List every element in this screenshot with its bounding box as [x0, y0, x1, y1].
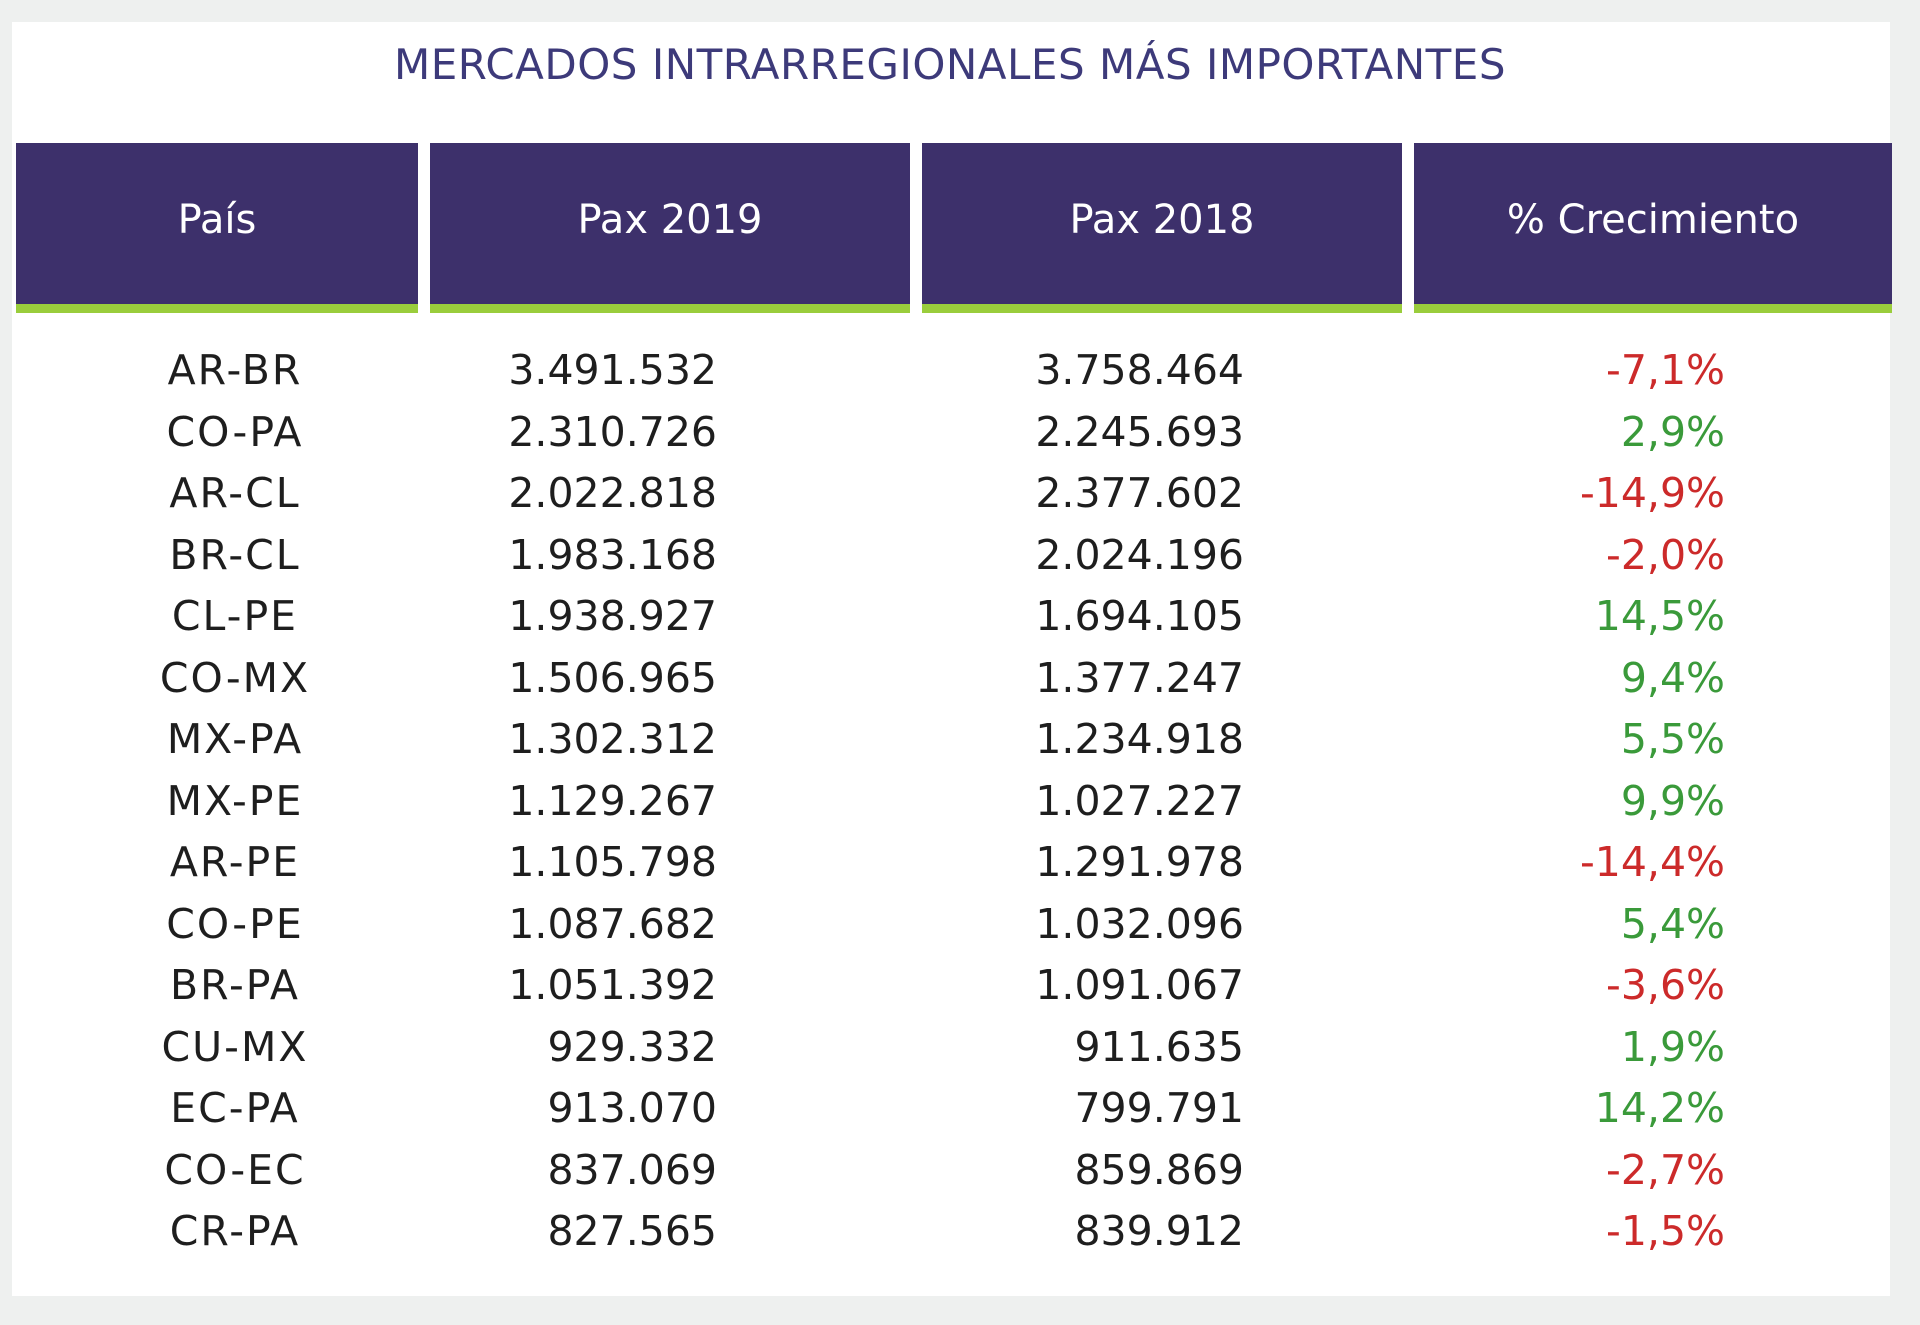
table-row: EC-PA 913.070 799.791 14,2% [0, 1078, 1900, 1139]
table-title: MERCADOS INTRARREGIONALES MÁS IMPORTANTE… [393, 40, 1506, 89]
table-row: MX-PA 1.302.312 1.234.918 5,5% [0, 709, 1900, 770]
cell-pais: CO-MX [159, 653, 311, 702]
table-row: AR-PE 1.105.798 1.291.978 -14,4% [0, 832, 1900, 893]
cell-pais: CO-PE [166, 899, 304, 948]
cell-pais: CU-MX [161, 1022, 309, 1071]
cell-pax-2019: 2.022.818 [508, 469, 717, 517]
cell-pax-2019: 1.302.312 [508, 715, 717, 763]
cell-pax-2018: 2.245.693 [1035, 407, 1244, 456]
cell-pax-2018: 1.291.978 [1035, 838, 1244, 886]
cell-pax-2019: 929.332 [547, 1022, 717, 1071]
cell-pax-2019: 913.070 [547, 1084, 717, 1132]
cell-pax-2019: 1.938.927 [508, 592, 717, 640]
cell-pais: CR-PA [169, 1207, 301, 1255]
cell-pax-2019: 1.105.798 [508, 838, 717, 886]
cell-pais: CO-PA [166, 407, 304, 456]
cell-pax-2018: 839.912 [1074, 1207, 1244, 1255]
cell-pax-2019: 1.051.392 [508, 961, 717, 1009]
cell-pax-2018: 1.032.096 [1035, 899, 1244, 948]
cell-pax-2019: 3.491.532 [508, 346, 717, 394]
header-crecimiento: % Crecimiento [1414, 143, 1892, 313]
header-pais: País [16, 143, 418, 313]
cell-pais: MX-PA [166, 715, 304, 763]
cell-pax-2019: 837.069 [547, 1145, 717, 1194]
header-pax-2018: Pax 2018 [922, 143, 1402, 313]
table-row: BR-PA 1.051.392 1.091.067 -3,6% [0, 955, 1900, 1016]
cell-pax-2019: 1.087.682 [508, 899, 717, 948]
cell-pax-2018: 859.869 [1074, 1145, 1244, 1194]
table-row: AR-BR 3.491.532 3.758.464 -7,1% [0, 340, 1900, 401]
cell-pax-2019: 2.310.726 [508, 407, 717, 456]
cell-crecimiento: -14,9% [1579, 469, 1725, 517]
cell-pax-2018: 1.027.227 [1035, 776, 1244, 825]
cell-pax-2018: 2.377.602 [1035, 469, 1244, 517]
cell-crecimiento: 2,9% [1620, 407, 1725, 456]
cell-crecimiento: 9,9% [1620, 776, 1725, 825]
table-row: AR-CL 2.022.818 2.377.602 -14,9% [0, 463, 1900, 524]
cell-pais: CL-PE [171, 592, 299, 640]
cell-crecimiento: -3,6% [1606, 961, 1725, 1009]
cell-crecimiento: 1,9% [1620, 1022, 1725, 1071]
table-row: CR-PA 827.565 839.912 -1,5% [0, 1201, 1900, 1262]
cell-pais: AR-CL [169, 469, 301, 517]
cell-crecimiento: 5,4% [1620, 899, 1725, 948]
cell-crecimiento: -14,4% [1579, 838, 1725, 886]
cell-pais: AR-PE [169, 838, 301, 886]
cell-pax-2018: 1.694.105 [1035, 592, 1244, 640]
table-row: CO-PA 2.310.726 2.245.693 2,9% [0, 402, 1900, 463]
cell-crecimiento: -2,0% [1606, 530, 1725, 579]
cell-crecimiento: 14,2% [1594, 1084, 1725, 1132]
cell-crecimiento: 14,5% [1594, 592, 1725, 640]
cell-crecimiento: -1,5% [1606, 1207, 1725, 1255]
table-row: CO-MX 1.506.965 1.377.247 9,4% [0, 648, 1900, 709]
cell-pax-2019: 1.129.267 [508, 776, 717, 825]
table-row: CL-PE 1.938.927 1.694.105 14,5% [0, 586, 1900, 647]
table-row: CU-MX 929.332 911.635 1,9% [0, 1017, 1900, 1078]
cell-pax-2018: 2.024.196 [1035, 530, 1244, 579]
cell-pais: EC-PA [170, 1084, 300, 1132]
cell-crecimiento: -7,1% [1606, 346, 1725, 394]
table-row: CO-PE 1.087.682 1.032.096 5,4% [0, 894, 1900, 955]
cell-crecimiento: 9,4% [1620, 653, 1725, 702]
table-row: BR-CL 1.983.168 2.024.196 -2,0% [0, 525, 1900, 586]
cell-crecimiento: -2,7% [1606, 1145, 1725, 1194]
cell-pax-2019: 827.565 [547, 1207, 717, 1255]
cell-pax-2018: 799.791 [1074, 1084, 1244, 1132]
cell-pais: CO-EC [164, 1145, 306, 1194]
cell-pax-2018: 1.377.247 [1035, 653, 1244, 702]
cell-pais: MX-PE [166, 776, 304, 825]
cell-crecimiento: 5,5% [1620, 715, 1725, 763]
cell-pax-2018: 1.234.918 [1035, 715, 1244, 763]
cell-pax-2018: 1.091.067 [1035, 961, 1244, 1009]
cell-pais: AR-BR [167, 346, 303, 394]
table-row: MX-PE 1.129.267 1.027.227 9,9% [0, 771, 1900, 832]
header-pax-2019: Pax 2019 [430, 143, 910, 313]
cell-pais: BR-CL [169, 530, 301, 579]
cell-pais: BR-PA [170, 961, 300, 1009]
cell-pax-2019: 1.983.168 [508, 530, 717, 579]
table-row: CO-EC 837.069 859.869 -2,7% [0, 1140, 1900, 1201]
cell-pax-2019: 1.506.965 [508, 653, 717, 702]
cell-pax-2018: 3.758.464 [1035, 346, 1244, 394]
cell-pax-2018: 911.635 [1074, 1022, 1244, 1071]
